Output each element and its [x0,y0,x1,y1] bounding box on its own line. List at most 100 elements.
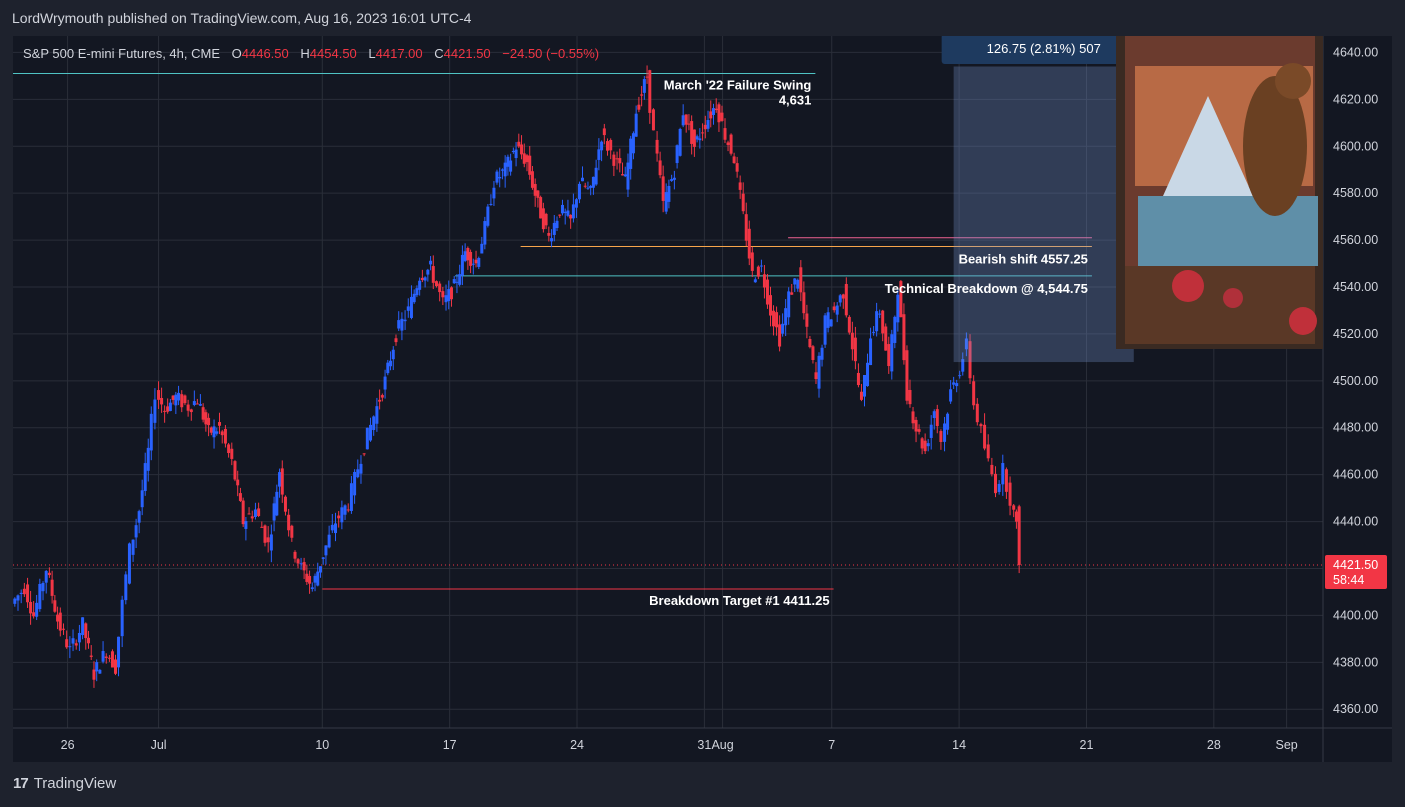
time-tick-label: 17 [443,738,457,752]
candle-body [964,338,968,350]
candle-body [101,651,105,662]
candle-body [820,347,824,360]
candle-body [260,526,264,528]
candle-body [796,279,800,289]
candle-body [227,444,231,454]
legend-h-value: 4454.50 [310,46,357,61]
illustration-bear [1243,76,1307,216]
candle-body [729,134,733,154]
candle-body [299,563,303,565]
candle-body [626,162,630,190]
candle-body [383,376,387,390]
candle-body [623,174,627,177]
candle-body [223,428,227,444]
candle-body [1012,505,1016,510]
candle-body [914,419,918,432]
illustration-rose [1223,288,1243,308]
chart-area[interactable]: 126.75 (2.81%) 507 March '22 Failure Swin… [13,36,1392,762]
legend-l-label: L [368,46,375,61]
candle-body [750,252,754,271]
candle-body [735,163,739,172]
time-tick-label: 21 [1080,738,1094,752]
candle-body [787,291,791,318]
candle-body [563,211,567,213]
time-tick-label: 31 [697,738,711,752]
candle-body [375,406,379,424]
candle-body [117,636,121,668]
candle-body [781,323,785,334]
candle-body [209,427,213,433]
candle-body [949,389,953,402]
price-tick-label: 4600.00 [1333,139,1378,153]
candle-body [333,523,337,534]
last-price-value: 4421.50 [1333,558,1378,572]
candle-body [418,280,422,290]
candle-body [552,222,556,235]
candle-body [343,505,347,515]
candle-body [394,338,398,343]
candle-body [692,129,696,147]
price-axis[interactable]: 4640.00 4620.00 4600.00 4580.00 4560.00 4540.… [1325,45,1387,716]
bear-illustration [1116,36,1323,349]
candle-body [875,311,879,332]
candle-body [503,162,507,177]
last-price-badge [1325,554,1387,589]
candle-body [808,339,812,348]
candle-body [664,192,668,212]
candle-body [838,295,842,303]
candle-body [500,169,504,171]
candle-body [372,416,376,431]
candle-body [157,390,161,400]
candle-body [506,156,510,167]
candle-body [29,601,33,614]
candle-body [975,403,979,423]
candle-body [412,293,416,303]
candle-body [911,411,915,424]
candle-body [612,154,616,166]
time-axis[interactable]: 26 Jul 10 17 24 31 Aug 7 14 21 28 Sep [61,738,1298,752]
candle-body [594,167,598,185]
price-tick-label: 4540.00 [1333,280,1378,294]
candle-body [566,210,570,216]
candle-body [866,362,870,387]
candle-body [149,413,153,451]
candle-body [732,156,736,164]
candle-body [695,136,699,140]
candle-body [477,257,481,267]
candle-body [120,599,124,637]
candle-body [287,514,291,531]
candle-body [714,108,718,111]
candle-body [263,525,267,543]
candle-body [533,183,537,196]
bearish-shift-label: Bearish shift 4557.25 [959,252,1088,267]
candle-body [140,490,144,508]
candle-body [698,138,702,141]
candle-body [305,573,309,582]
candle-body [946,413,950,430]
candle-body [814,372,818,380]
candle-body [340,507,344,523]
candle-body [107,657,111,659]
candle-body [486,206,490,226]
candle-body [65,639,69,648]
candle-body [313,575,317,583]
time-tick-label: 14 [952,738,966,752]
candle-body [847,316,851,333]
top-bar: LordWrymouth published on TradingView.co… [0,0,1405,36]
candle-body [447,289,451,302]
candle-body [378,399,382,402]
candle-body [324,545,328,556]
candle-body [293,551,297,559]
candle-body [215,431,219,434]
candle-body [369,424,373,441]
tradingview-logo[interactable]: 17 TradingView [13,775,116,792]
candle-body [163,410,167,412]
candle-body [887,344,891,367]
legend-symbol: S&P 500 E-mini Futures, 4h, CME [23,46,220,61]
candle-body [346,509,350,511]
price-chart[interactable]: 126.75 (2.81%) 507 March '22 Failure Swin… [13,36,1392,762]
candle-body [455,281,459,283]
candle-body [547,232,551,236]
candle-body [893,316,897,343]
time-tick-label: 28 [1207,738,1221,752]
